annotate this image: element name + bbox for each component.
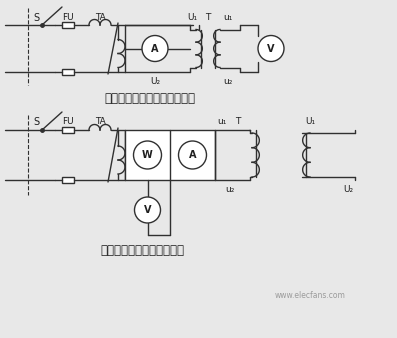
Text: A: A: [189, 150, 196, 160]
Text: A: A: [151, 44, 159, 53]
Text: TA: TA: [94, 118, 105, 126]
Text: u₂: u₂: [225, 186, 235, 194]
Bar: [62, 22, 74, 28]
Bar: [62, 69, 74, 75]
Text: U₂: U₂: [343, 186, 353, 194]
Circle shape: [142, 35, 168, 62]
Circle shape: [135, 197, 160, 223]
Text: S: S: [33, 117, 39, 127]
Text: TA: TA: [94, 13, 105, 22]
Text: 单相变压器测变比试验线路图: 单相变压器测变比试验线路图: [104, 92, 195, 104]
Text: FU: FU: [62, 13, 74, 22]
Bar: [125, 130, 215, 180]
Text: V: V: [144, 205, 151, 215]
Text: www.elecfans.com: www.elecfans.com: [275, 290, 345, 299]
Text: u₂: u₂: [223, 77, 233, 87]
Bar: [62, 127, 74, 133]
Text: U₁: U₁: [187, 13, 197, 22]
Text: u₁: u₁: [223, 13, 233, 22]
Text: U₂: U₂: [150, 77, 160, 87]
Text: T: T: [205, 13, 211, 22]
Circle shape: [258, 35, 284, 62]
Text: U₁: U₁: [305, 118, 315, 126]
Text: V: V: [267, 44, 275, 53]
Text: u₁: u₁: [217, 118, 227, 126]
Text: W: W: [142, 150, 153, 160]
Circle shape: [179, 141, 206, 169]
Circle shape: [133, 141, 162, 169]
Text: 单相变压器空载试验线路图: 单相变压器空载试验线路图: [100, 243, 184, 257]
Text: FU: FU: [62, 118, 74, 126]
Text: T: T: [235, 118, 241, 126]
Bar: [62, 177, 74, 183]
Text: S: S: [33, 13, 39, 23]
